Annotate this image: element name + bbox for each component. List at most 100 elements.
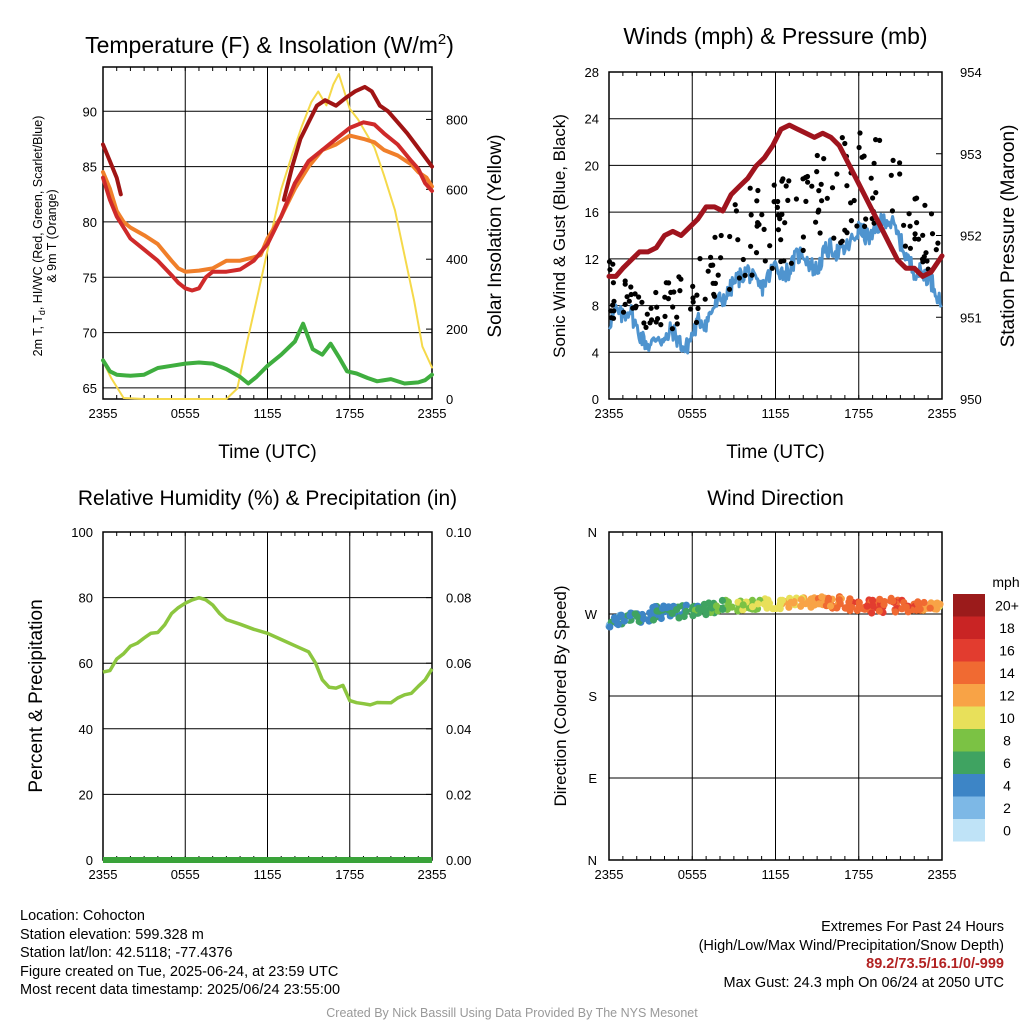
colorbar-label: 6 [1003, 755, 1011, 771]
chart-title: Wind Direction [707, 487, 844, 510]
gust-point [856, 144, 862, 151]
gust-point [754, 198, 760, 204]
y-tick-label: S [588, 689, 597, 704]
speed-colorbar: mph 20+ 18 16 14 12 10 8 6 4 2 0 [953, 574, 1020, 842]
x-tick-label: 1155 [762, 867, 790, 882]
gust-point [777, 216, 783, 222]
colorbar-swatch [953, 639, 985, 662]
y-tick-label: 90 [83, 104, 97, 119]
direction-point [848, 603, 856, 611]
direction-point [712, 602, 721, 610]
x-tick-label: 0555 [678, 867, 707, 882]
gust-point [805, 179, 811, 185]
direction-point [841, 604, 849, 612]
gust-point [668, 289, 674, 295]
gust-point [732, 202, 738, 208]
y-label-part: 2m T, T [31, 315, 45, 357]
x-tick-label: 2355 [418, 867, 447, 882]
y-axis-label: 2m T, Td, HI/WC (Red, Green, Scarlet/Blu… [31, 116, 47, 357]
y-tick-label: 0 [86, 853, 93, 868]
direction-point [868, 609, 876, 617]
gust-point [610, 280, 617, 286]
direction-point [620, 617, 628, 625]
x-tick-label: 1155 [762, 406, 790, 421]
colorbar-label: 4 [1003, 777, 1011, 793]
gust-point [907, 223, 913, 229]
y2-tick-label: 200 [446, 322, 468, 337]
gust-point [889, 208, 896, 214]
y2-tick-label: 0.10 [446, 525, 471, 540]
colorbar-swatch [953, 751, 985, 774]
y-tick-label: 80 [83, 215, 97, 230]
chart-title: Temperature (F) & Insolation (W/m2) [85, 31, 454, 58]
y2-tick-label: 0 [446, 392, 453, 407]
x-tick-label: 0555 [678, 406, 707, 421]
gust-point [644, 311, 650, 317]
gust-point [914, 220, 920, 226]
gust-point [624, 294, 630, 300]
gust-point [788, 260, 795, 266]
gust-point [712, 280, 719, 286]
plot-frame [102, 66, 433, 400]
direction-point [855, 598, 863, 607]
x-tick-label: 1755 [335, 867, 364, 882]
direction-point [869, 602, 877, 610]
gust-point [653, 289, 659, 296]
colorbar-swatch [953, 729, 985, 752]
gust-point [755, 187, 761, 194]
gust-point [748, 212, 754, 218]
direction-point [797, 596, 805, 604]
colorbar-label: 2 [1003, 800, 1011, 816]
y-tick-label: 16 [585, 205, 599, 220]
direction-point [869, 596, 877, 604]
colorbar-label: 8 [1003, 732, 1011, 748]
colorbar-swatch [953, 661, 985, 684]
gust-point [610, 315, 617, 321]
direction-point [811, 601, 819, 609]
y-tick-label: 20 [79, 787, 93, 802]
series-line-darkred [101, 84, 434, 202]
gust-point [639, 299, 645, 305]
gust-point [829, 185, 836, 191]
chart-title: Relative Humidity (%) & Precipitation (i… [78, 487, 457, 510]
y-tick-label: W [585, 607, 598, 622]
gust-point [859, 154, 865, 160]
direction-point [633, 612, 641, 621]
gust-point [916, 236, 922, 242]
gust-point [803, 198, 809, 204]
x-tick-label: 0555 [171, 867, 200, 882]
y-label-part: , HI/WC (Red, Green, Scarlet/Blue) [31, 116, 45, 311]
direction-point [613, 615, 621, 623]
y2-tick-label: 0.00 [446, 853, 471, 868]
gust-point [622, 301, 628, 307]
gust-point [677, 288, 683, 294]
colorbar-swatch [953, 819, 985, 842]
gust-point [919, 256, 926, 262]
gust-point [611, 298, 617, 304]
direction-point [675, 614, 683, 622]
gust-point [733, 208, 740, 214]
y-tick-label: 80 [79, 591, 93, 606]
gust-point [690, 295, 696, 301]
gust-point [923, 250, 929, 256]
gust-point [620, 309, 627, 315]
gust-point [665, 296, 672, 302]
gust-point [933, 247, 939, 253]
chart-title-close: ) [446, 32, 454, 58]
gust-point [935, 240, 941, 246]
direction-point [739, 601, 747, 609]
x-tick-label: 1155 [254, 406, 282, 421]
direction-point [863, 602, 871, 610]
gust-point [778, 258, 784, 265]
y-tick-label: 12 [585, 252, 599, 267]
direction-point [826, 602, 835, 610]
gust-point [708, 254, 714, 260]
series-line-scarlet [101, 120, 434, 293]
colorbar-swatch [953, 796, 985, 819]
gust-point [670, 304, 676, 310]
gust-point [688, 306, 694, 312]
gust-point [873, 137, 879, 143]
series-line-wind [608, 212, 943, 355]
station-latlon: Station lat/lon: 42.5118; -77.4376 [20, 945, 233, 961]
y2-tick-label: 800 [446, 112, 468, 127]
